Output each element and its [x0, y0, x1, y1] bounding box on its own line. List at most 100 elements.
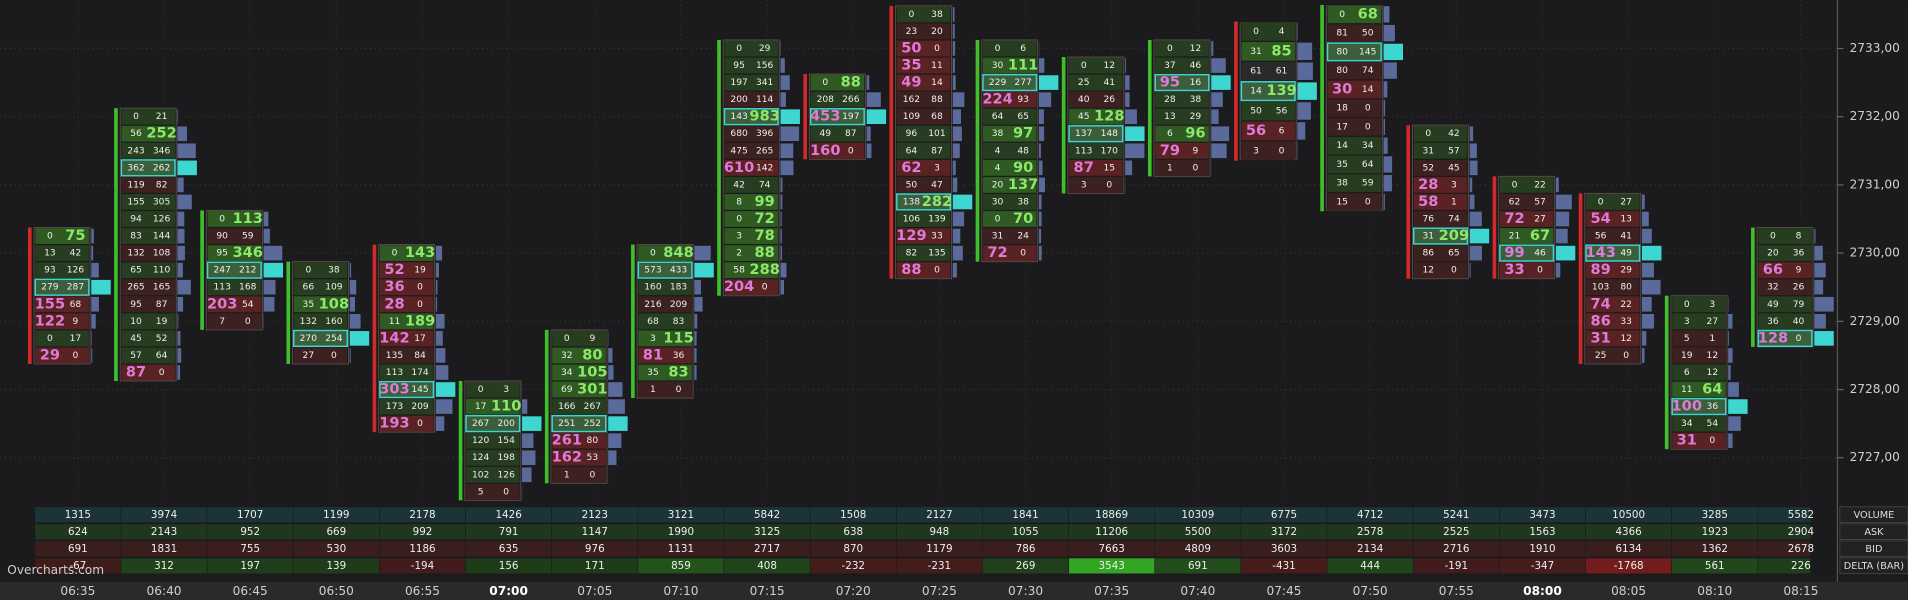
- footprint-row: [1499, 176, 1554, 193]
- stats-value: 11206: [1095, 526, 1128, 538]
- ask-volume: 165: [153, 283, 170, 293]
- ask-volume: 433: [670, 266, 688, 276]
- stats-value: 691: [1188, 560, 1208, 572]
- x-tick-label: 07:40: [1180, 584, 1215, 598]
- bid-volume: 89: [1590, 261, 1610, 278]
- footprint-row: [121, 245, 175, 262]
- ask-volume: 74: [1448, 215, 1460, 225]
- ask-volume: 53: [587, 453, 599, 463]
- footprint-row: [896, 228, 951, 244]
- volume-profile-bar: [952, 41, 956, 56]
- footprint-row: [724, 228, 779, 244]
- footprint-row: [1586, 347, 1640, 364]
- candle-body: [1664, 295, 1669, 450]
- stats-value: 1147: [582, 526, 608, 538]
- stats-value: 2904: [1788, 526, 1814, 538]
- stats-value: 197: [240, 560, 260, 572]
- footprint-row: [982, 211, 1037, 227]
- volume-profile-bar: [780, 126, 800, 142]
- ask-volume: 19: [414, 266, 426, 276]
- bid-volume: 193: [379, 415, 409, 432]
- bid-volume: 95: [216, 249, 228, 259]
- footprint-row: [1155, 159, 1209, 176]
- candle-body: [544, 329, 549, 484]
- bid-volume: 76: [1423, 215, 1435, 225]
- bid-volume: 247: [213, 266, 231, 276]
- footprint-row: [1155, 57, 1209, 74]
- volume-profile-bar: [1555, 177, 1559, 193]
- stats-value: 1179: [926, 543, 952, 555]
- volume-profile-bar: [780, 194, 783, 210]
- stats-value: 139: [326, 560, 346, 572]
- footprint-row: [637, 261, 693, 279]
- volume-profile-bar: [435, 348, 446, 363]
- bid-volume: 38: [992, 129, 1004, 139]
- ask-volume: 65: [1448, 249, 1460, 259]
- ask-volume: 68: [70, 300, 82, 310]
- ask-volume: 90: [1013, 159, 1033, 176]
- bid-volume: 23: [906, 27, 918, 37]
- volume-profile-bar: [866, 75, 870, 90]
- bid-volume: 94: [130, 215, 142, 225]
- volume-profile-bar: [522, 399, 528, 414]
- footprint-row: [982, 91, 1037, 108]
- volume-profile-bar: [435, 331, 443, 346]
- footprint-row: [982, 73, 1038, 92]
- stats-value: 3285: [1702, 509, 1728, 521]
- ask-volume: 88: [755, 244, 775, 261]
- stats-value: 3121: [668, 509, 694, 521]
- ask-volume: 189: [405, 312, 435, 329]
- bid-volume: 0: [219, 215, 225, 225]
- ask-volume: 0: [934, 44, 940, 54]
- volume-profile-bar: [1297, 62, 1313, 80]
- ask-volume: 20: [931, 27, 943, 37]
- ask-volume: 1: [1451, 197, 1457, 207]
- footprint-row: [724, 245, 779, 262]
- footprint-row: [896, 142, 951, 159]
- bid-volume: 86: [1590, 312, 1610, 329]
- volume-profile-bar: [1469, 262, 1471, 278]
- bid-volume: 17: [475, 402, 487, 412]
- volume-profile-bar: [1211, 41, 1214, 56]
- bid-volume: 7: [219, 317, 225, 327]
- bid-volume: 81: [643, 346, 663, 363]
- ask-volume: 111: [1008, 57, 1038, 74]
- footprint-row: [379, 347, 434, 364]
- bid-volume: 31: [1423, 146, 1435, 156]
- stats-value: 791: [499, 526, 519, 538]
- volume-profile-bar: [1814, 228, 1816, 244]
- volume-profile-bar: [1125, 92, 1130, 107]
- bid-volume: 143: [1585, 244, 1615, 261]
- stats-value: 2578: [1357, 526, 1383, 538]
- bid-volume: 132: [300, 317, 317, 327]
- ask-volume: 87: [845, 129, 857, 139]
- bid-volume: 265: [127, 283, 144, 293]
- stats-value: 1362: [1702, 543, 1728, 555]
- volume-profile-bar: [1211, 143, 1227, 159]
- ask-volume: 209: [1439, 227, 1469, 244]
- ask-volume: 282: [922, 193, 952, 210]
- x-tick-label: 07:15: [750, 584, 785, 598]
- ask-volume: 68: [1358, 5, 1378, 22]
- ask-volume: 115: [663, 329, 693, 346]
- x-tick-label: 06:45: [233, 584, 268, 598]
- bid-volume: 8: [736, 197, 742, 207]
- footprint-row: [379, 415, 434, 432]
- stats-value: 952: [240, 526, 260, 538]
- footprint-row: [982, 142, 1037, 159]
- bid-volume: 0: [47, 334, 53, 344]
- volume-profile-bar: [1297, 82, 1317, 100]
- bid-volume: 12: [1423, 266, 1435, 276]
- bid-volume: 6: [1684, 368, 1690, 378]
- ask-volume: 108: [319, 295, 349, 312]
- footprint-row: [1413, 176, 1468, 193]
- footprint-frame: [808, 73, 866, 160]
- stats-value: 171: [585, 560, 605, 572]
- ask-volume: 0: [589, 470, 595, 480]
- volume-profile-bar: [1297, 22, 1298, 41]
- volume-profile-bar: [1038, 160, 1043, 176]
- ask-volume: 14: [931, 78, 943, 88]
- footprint-row: [207, 296, 262, 313]
- footprint-row: [896, 193, 952, 211]
- ask-volume: 59: [242, 232, 254, 242]
